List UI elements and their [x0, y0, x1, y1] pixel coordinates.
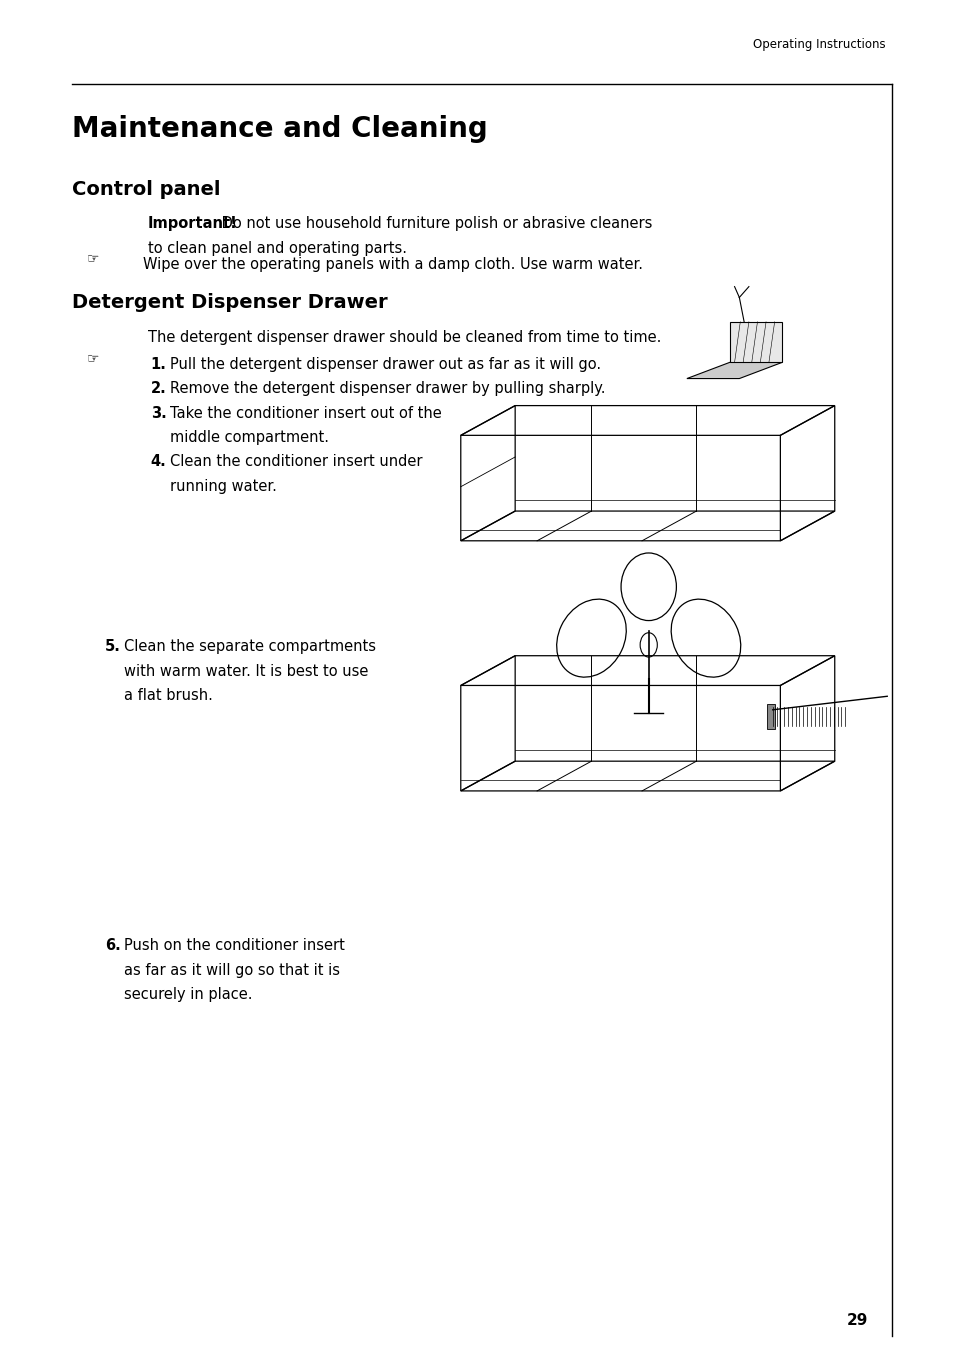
Text: 4.: 4.	[151, 454, 167, 469]
Polygon shape	[686, 362, 781, 379]
Text: 1.: 1.	[151, 357, 167, 372]
Text: Important!: Important!	[148, 216, 237, 231]
Text: Operating Instructions: Operating Instructions	[752, 38, 884, 51]
Text: 5.: 5.	[105, 639, 121, 654]
Text: middle compartment.: middle compartment.	[170, 430, 329, 445]
Text: Clean the separate compartments: Clean the separate compartments	[124, 639, 375, 654]
Text: Do not use household furniture polish or abrasive cleaners: Do not use household furniture polish or…	[216, 216, 651, 231]
Text: a flat brush.: a flat brush.	[124, 688, 213, 703]
Text: 29: 29	[846, 1313, 867, 1328]
Text: with warm water. It is best to use: with warm water. It is best to use	[124, 664, 368, 679]
Text: Wipe over the operating panels with a damp cloth. Use warm water.: Wipe over the operating panels with a da…	[143, 257, 642, 272]
Text: running water.: running water.	[170, 479, 276, 493]
Text: 6.: 6.	[105, 938, 121, 953]
Text: Control panel: Control panel	[71, 180, 220, 199]
FancyBboxPatch shape	[766, 704, 774, 729]
Text: Maintenance and Cleaning: Maintenance and Cleaning	[71, 115, 487, 143]
Text: Push on the conditioner insert: Push on the conditioner insert	[124, 938, 345, 953]
Text: ☞: ☞	[87, 251, 100, 265]
Text: 2.: 2.	[151, 381, 167, 396]
Text: ☞: ☞	[87, 352, 100, 365]
Text: Pull the detergent dispenser drawer out as far as it will go.: Pull the detergent dispenser drawer out …	[170, 357, 600, 372]
Text: Take the conditioner insert out of the: Take the conditioner insert out of the	[170, 406, 441, 420]
Text: 3.: 3.	[151, 406, 167, 420]
Polygon shape	[729, 322, 781, 362]
Text: The detergent dispenser drawer should be cleaned from time to time.: The detergent dispenser drawer should be…	[148, 330, 660, 345]
Text: Clean the conditioner insert under: Clean the conditioner insert under	[170, 454, 422, 469]
Text: Detergent Dispenser Drawer: Detergent Dispenser Drawer	[71, 293, 387, 312]
Text: as far as it will go so that it is: as far as it will go so that it is	[124, 963, 339, 977]
Text: Remove the detergent dispenser drawer by pulling sharply.: Remove the detergent dispenser drawer by…	[170, 381, 604, 396]
Text: securely in place.: securely in place.	[124, 987, 253, 1002]
Text: to clean panel and operating parts.: to clean panel and operating parts.	[148, 241, 406, 256]
